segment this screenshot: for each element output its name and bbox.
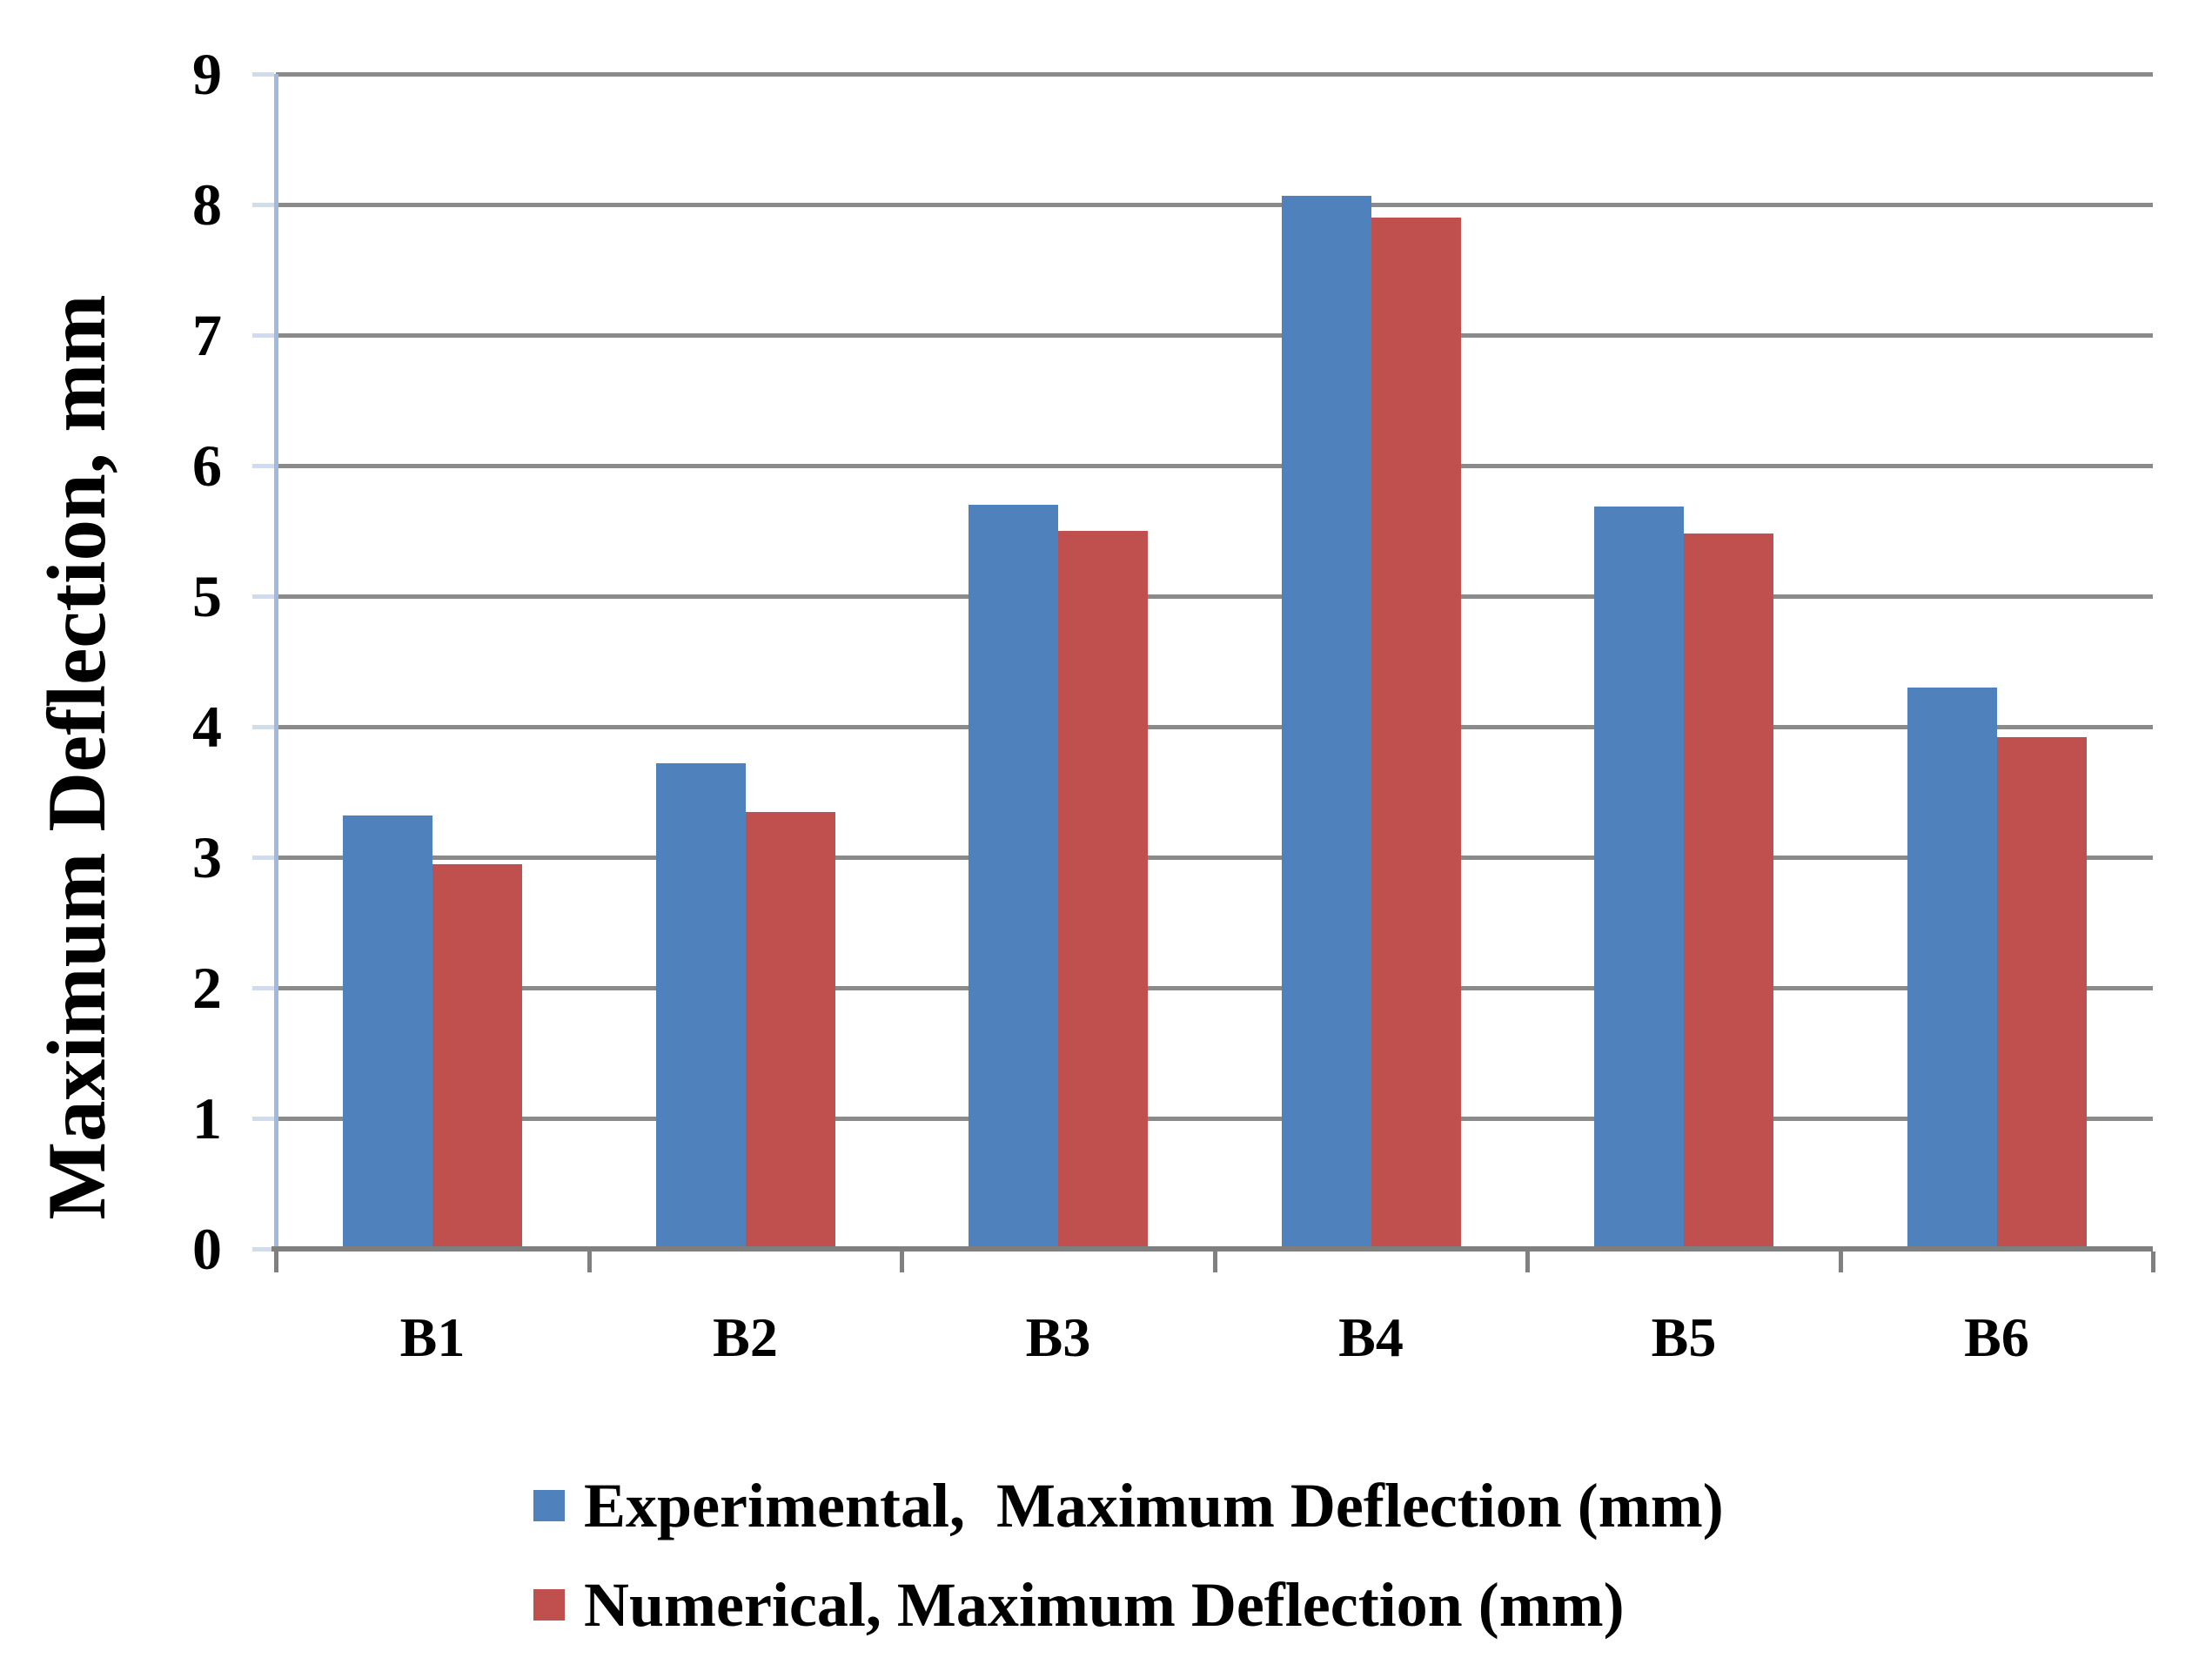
bar-experimental-B6 (1907, 688, 1997, 1249)
bar-numerical-B2 (745, 811, 835, 1249)
y-axis-tick-1 (252, 1117, 274, 1121)
y-axis-tick-5 (252, 594, 274, 599)
y-axis-label-0: 0 (192, 1216, 222, 1282)
x-axis-line (271, 1246, 2153, 1252)
bar-experimental-B3 (969, 505, 1058, 1249)
bar-numerical-B5 (1684, 534, 1773, 1249)
y-axis-label-9: 9 (192, 41, 222, 107)
legend-swatch-experimental (533, 1490, 565, 1521)
bar-experimental-B4 (1281, 195, 1371, 1249)
y-axis-tick-9 (252, 72, 274, 77)
gridline-y6 (276, 464, 2153, 468)
x-axis-tick-2 (900, 1252, 904, 1272)
y-axis-tick-0 (252, 1247, 274, 1252)
bar-experimental-B5 (1594, 506, 1684, 1249)
bar-numerical-B1 (432, 863, 522, 1249)
x-axis-label-B2: B2 (713, 1306, 778, 1368)
gridline-y2 (276, 986, 2153, 990)
bar-experimental-B1 (343, 815, 432, 1249)
y-axis-label-5: 5 (192, 563, 222, 629)
gridline-y7 (276, 333, 2153, 338)
y-axis-label-6: 6 (192, 433, 222, 499)
bar-experimental-B2 (655, 763, 746, 1249)
y-axis-label-8: 8 (192, 171, 222, 238)
gridline-y8 (276, 203, 2153, 207)
gridline-y5 (276, 594, 2153, 599)
bar-numerical-B4 (1371, 218, 1461, 1249)
bar-numerical-B6 (1996, 737, 2087, 1249)
gridline-y3 (276, 856, 2153, 860)
legend-label-numerical: Numerical, Maximum Deflection (mm) (584, 1570, 1625, 1640)
y-axis-tick-8 (252, 203, 274, 207)
x-axis-tick-0 (274, 1252, 278, 1272)
x-axis-tick-3 (1212, 1252, 1217, 1272)
y-axis-tick-6 (252, 464, 274, 468)
bar-numerical-B3 (1058, 531, 1148, 1249)
y-axis-tick-4 (252, 725, 274, 729)
x-axis-tick-4 (1525, 1252, 1530, 1272)
x-axis-label-B6: B6 (1964, 1306, 2029, 1368)
x-axis-label-B4: B4 (1338, 1306, 1404, 1368)
gridline-y9 (276, 72, 2153, 77)
legend-item-experimental: Experimental, Maximum Deflection (mm) (533, 1466, 1724, 1545)
y-axis-label-2: 2 (192, 955, 222, 1021)
y-axis-tick-7 (252, 333, 274, 338)
x-axis-tick-6 (2151, 1252, 2155, 1272)
x-axis-tick-5 (1838, 1252, 1843, 1272)
y-axis-label-4: 4 (192, 694, 222, 760)
x-axis-label-B5: B5 (1651, 1306, 1717, 1368)
y-axis-tick-2 (252, 986, 274, 990)
plot-area (252, 72, 2155, 1272)
gridline-y1 (276, 1117, 2153, 1121)
y-axis-label-1: 1 (192, 1085, 222, 1151)
x-axis-tick-1 (587, 1252, 592, 1272)
y-axis-label-3: 3 (192, 824, 222, 890)
legend-item-numerical: Numerical, Maximum Deflection (mm) (533, 1566, 1625, 1644)
gridline-y4 (276, 725, 2153, 729)
x-axis-label-B1: B1 (399, 1306, 466, 1368)
y-axis-tick-3 (252, 856, 274, 860)
x-axis-label-B3: B3 (1025, 1306, 1091, 1368)
legend-label-experimental: Experimental, Maximum Deflection (mm) (584, 1471, 1724, 1540)
legend-swatch-numerical (533, 1589, 565, 1621)
y-axis-label-7: 7 (192, 302, 222, 368)
y-axis-line (274, 74, 278, 1251)
